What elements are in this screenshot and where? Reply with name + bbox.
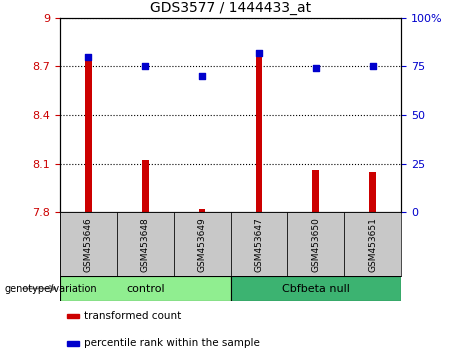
Bar [67, 314, 79, 318]
Title: GDS3577 / 1444433_at: GDS3577 / 1444433_at [150, 1, 311, 15]
Bar [199, 209, 206, 212]
FancyBboxPatch shape [287, 212, 344, 276]
Point [255, 50, 263, 56]
Text: GSM453646: GSM453646 [84, 217, 93, 272]
Text: GSM453650: GSM453650 [311, 217, 320, 272]
FancyBboxPatch shape [60, 276, 230, 301]
FancyBboxPatch shape [344, 212, 401, 276]
FancyBboxPatch shape [230, 276, 401, 301]
Text: control: control [126, 284, 165, 293]
Bar [85, 58, 92, 212]
FancyBboxPatch shape [230, 212, 287, 276]
Text: Cbfbeta null: Cbfbeta null [282, 284, 350, 293]
Text: transformed count: transformed count [84, 311, 181, 321]
Text: GSM453648: GSM453648 [141, 217, 150, 272]
Point [142, 64, 149, 69]
Point [369, 64, 376, 69]
FancyBboxPatch shape [174, 212, 230, 276]
Bar [67, 341, 79, 346]
Text: GSM453647: GSM453647 [254, 217, 263, 272]
FancyBboxPatch shape [117, 212, 174, 276]
Bar [142, 160, 148, 212]
Text: GSM453651: GSM453651 [368, 217, 377, 272]
Bar [313, 170, 319, 212]
Text: GSM453649: GSM453649 [198, 217, 207, 272]
Bar [369, 172, 376, 212]
Text: percentile rank within the sample: percentile rank within the sample [84, 338, 260, 348]
Point [312, 65, 319, 71]
Bar [255, 57, 262, 212]
Point [198, 73, 206, 79]
Point [85, 54, 92, 59]
FancyBboxPatch shape [60, 212, 117, 276]
Text: genotype/variation: genotype/variation [5, 284, 97, 293]
